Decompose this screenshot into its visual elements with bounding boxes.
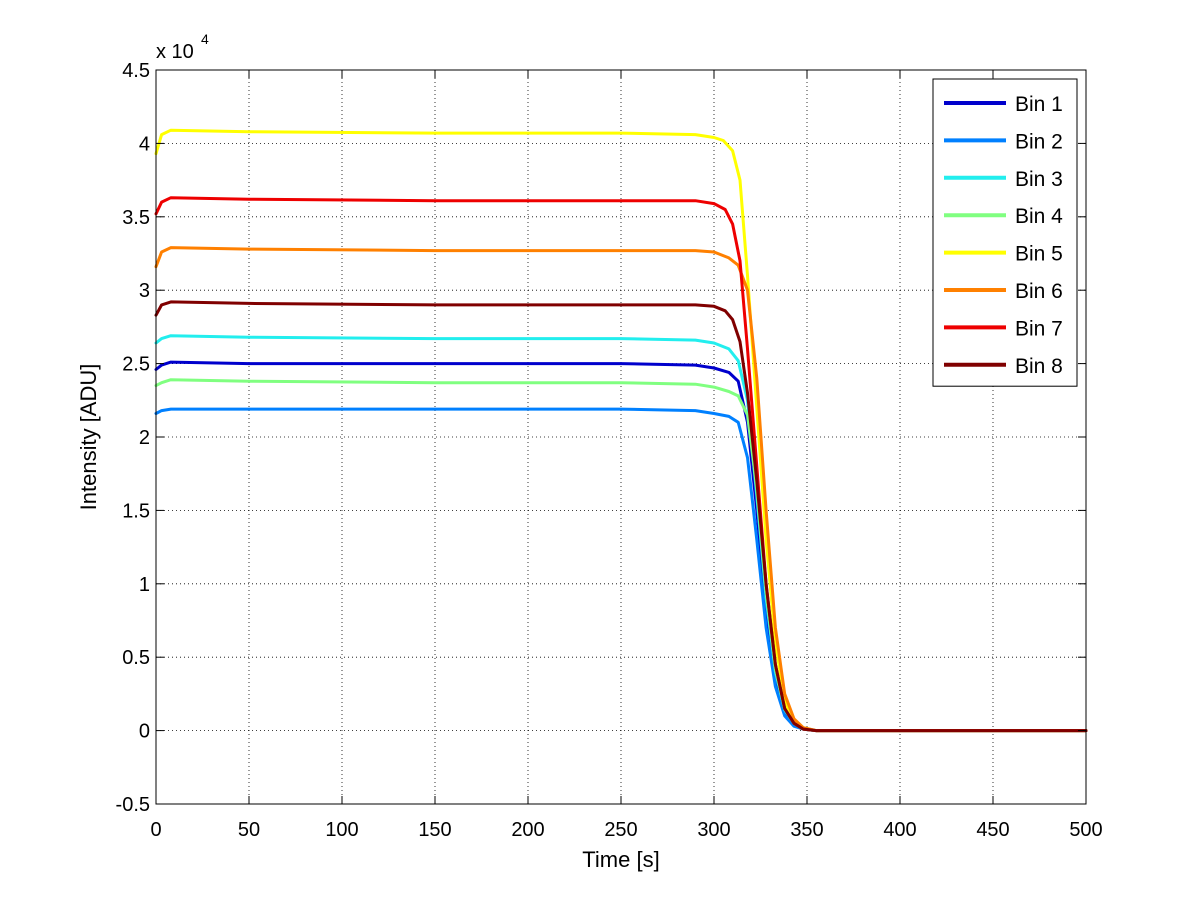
legend: Bin 1 Bin 2 Bin 3 Bin 4 Bin 5 Bin 6 Bin 7 Bin 8 (932, 78, 1078, 387)
y-tick-label: 0.5 (122, 647, 150, 669)
legend-entry-label: Bin 7 (1015, 317, 1063, 340)
y-tick-label: 4 (139, 133, 150, 155)
y-tick-label: 0 (139, 721, 150, 743)
x-tick-label: 150 (418, 819, 451, 841)
y-tick-label: 1.5 (122, 500, 150, 522)
y-tick-label: 3.5 (122, 207, 150, 229)
x-tick-label: 200 (511, 819, 544, 841)
x-tick-label: 250 (604, 819, 637, 841)
legend-entry-label: Bin 5 (1015, 243, 1063, 266)
y-tick-label: -0.5 (116, 794, 150, 816)
x-tick-label: 400 (883, 819, 916, 841)
legend-entry-label: Bin 2 (1015, 130, 1063, 153)
x-tick-label: 450 (976, 819, 1009, 841)
y-tick-label: 2 (139, 427, 150, 449)
y-tick-label: 4.5 (122, 60, 150, 82)
axis-ticks: 0 50 100 150 200 250 300 350 400 450 500-0.500.511… (116, 60, 1103, 841)
y-tick-label: 3 (139, 280, 150, 302)
x-tick-label: 500 (1069, 819, 1102, 841)
x-tick-label: 50 (238, 819, 260, 841)
x-tick-label: 350 (790, 819, 823, 841)
legend-box (932, 78, 1078, 387)
x-axis-label: Time [s] (582, 847, 659, 872)
y-multiplier-base: x 10 (156, 41, 194, 63)
legend-entry-label: Bin 8 (1015, 355, 1063, 378)
x-tick-label: 100 (325, 819, 358, 841)
y-tick-label: 1 (139, 574, 150, 596)
x-tick-label: 300 (697, 819, 730, 841)
x-tick-label: 0 (150, 819, 161, 841)
legend-entry-label: Bin 4 (1015, 205, 1063, 228)
legend-entry-label: Bin 6 (1015, 280, 1063, 303)
series-line-8 (154, 300, 1088, 733)
series-lines (154, 128, 1088, 733)
y-axis-label: Intensity [ADU] (76, 364, 101, 511)
legend-entry-label: Bin 3 (1015, 168, 1063, 191)
y-multiplier-exponent: 4 (201, 31, 209, 47)
legend-entry-label: Bin 1 (1015, 93, 1063, 116)
y-tick-label: 2.5 (122, 354, 150, 376)
